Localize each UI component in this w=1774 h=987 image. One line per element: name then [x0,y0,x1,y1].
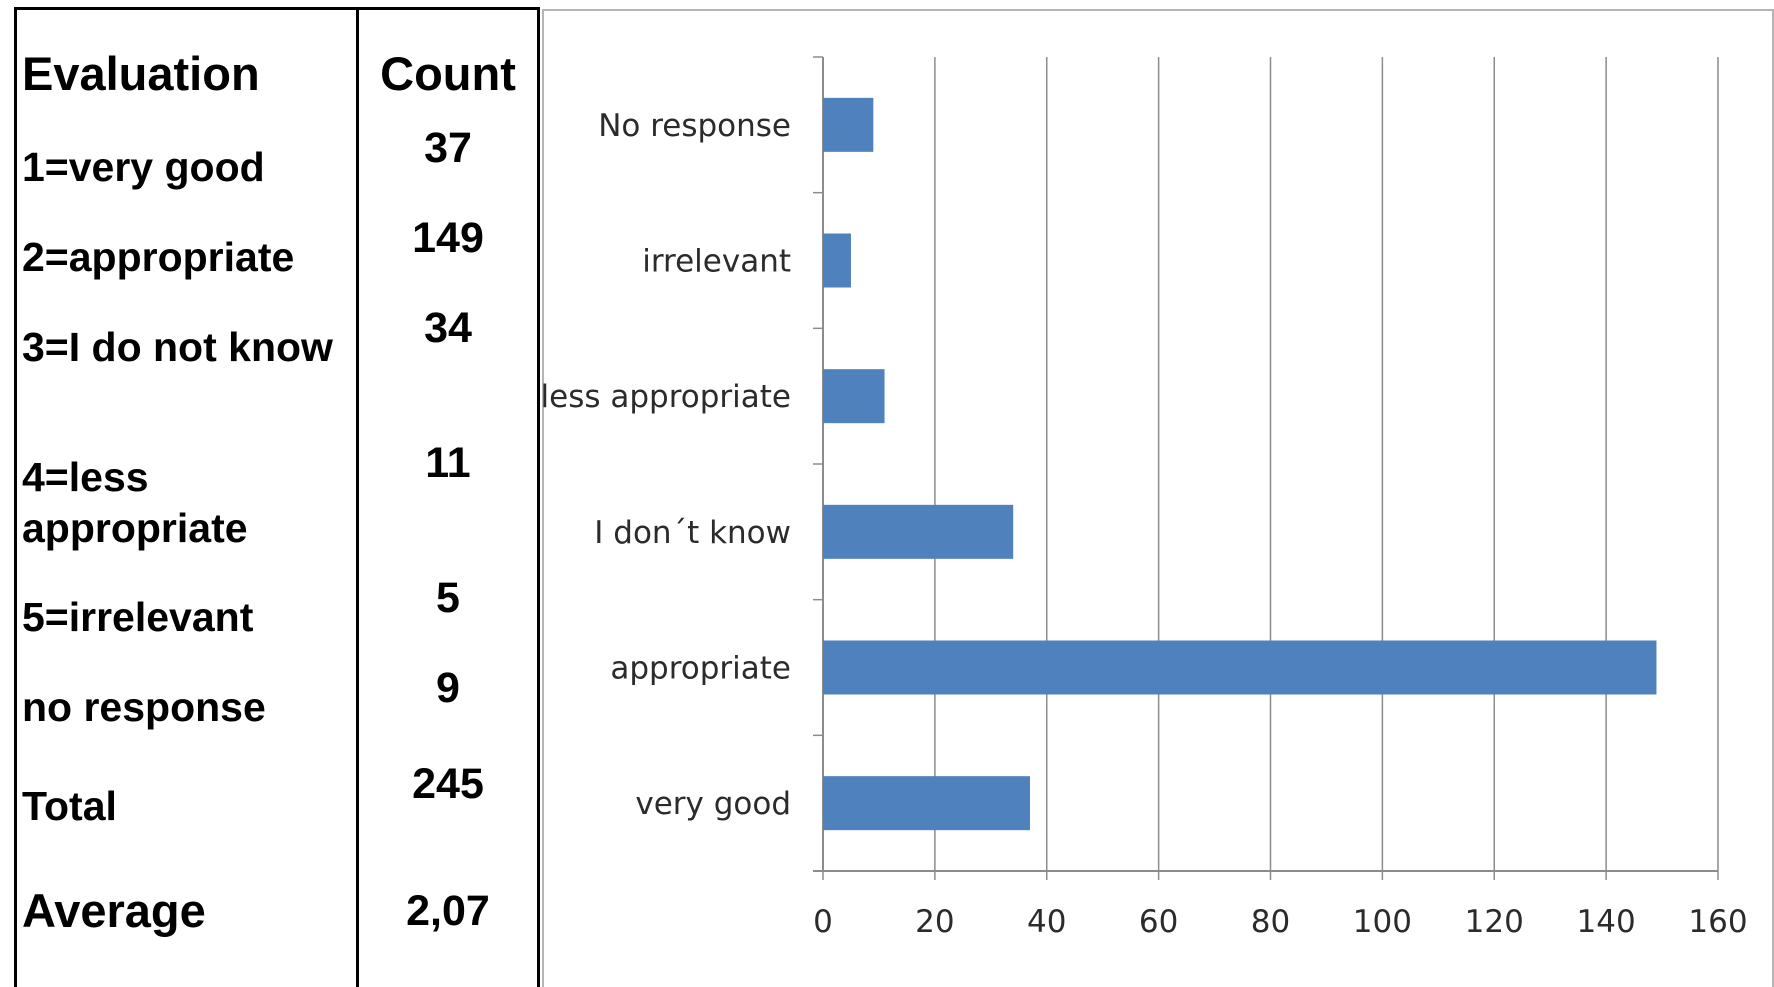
bar-i-don-t-know [823,504,1014,559]
bar-appropriate [823,640,1657,695]
category-label-less-appropriate: less appropriate [542,379,791,415]
evaluation-header: Evaluation [22,47,260,100]
category-label-appropriate: appropriate [610,651,791,687]
x-tick-label-20: 20 [915,904,954,940]
row-count-irrelevant: 5 [436,574,460,622]
row-label-very-good: 1=very good [22,144,265,190]
row-label-no-response: no response [22,684,266,730]
table-top-border [14,7,540,10]
x-tick-label-160: 160 [1688,904,1747,940]
x-tick-label-120: 120 [1465,904,1524,940]
bar-irrelevant [823,233,851,288]
bar-no-response [823,97,874,152]
bar-less-appropriate [823,369,885,424]
row-label-average: Average [22,884,206,937]
row-count-very-good: 37 [424,124,472,172]
bar-chart: 0 20 40 60 80 100 120 140 160 No response irreleva… [542,56,1748,940]
x-tick-label-140: 140 [1577,904,1636,940]
table-right-border [537,7,540,987]
x-tick-label-100: 100 [1353,904,1412,940]
category-label-very-good: very good [635,786,791,822]
evaluation-table: Evaluation Count 1=very good 37 2=approp… [0,0,545,987]
category-label-no-response: No response [598,108,791,144]
row-count-less-appropriate: 11 [425,439,471,487]
chart-frame [542,9,1774,987]
row-label-less-appropriate-line1: 4=less [22,454,149,500]
x-tick-label-80: 80 [1251,904,1290,940]
row-label-appropriate: 2=appropriate [22,234,295,280]
row-count-appropriate: 149 [412,214,484,262]
x-tick-label-0: 0 [813,904,833,940]
row-label-total: Total [22,783,117,829]
bar-very-good [823,776,1030,831]
row-count-do-not-know: 34 [424,304,472,352]
row-count-average: 2,07 [406,887,490,935]
row-count-no-response: 9 [436,664,460,712]
table-left-border [14,7,17,987]
table-column-divider [356,7,359,987]
row-label-do-not-know: 3=I do not know [22,324,333,370]
x-tick-label-60: 60 [1139,904,1178,940]
row-label-irrelevant: 5=irrelevant [22,594,254,640]
category-label-i-don-t-know: I don´t know [594,515,791,551]
x-tick-label-40: 40 [1027,904,1066,940]
category-label-irrelevant: irrelevant [642,244,791,280]
count-header: Count [380,47,516,100]
row-label-less-appropriate-line2: appropriate [22,505,248,551]
row-count-total: 245 [412,760,484,808]
bar-chart-panel: 0 20 40 60 80 100 120 140 160 No response irreleva… [542,9,1774,987]
